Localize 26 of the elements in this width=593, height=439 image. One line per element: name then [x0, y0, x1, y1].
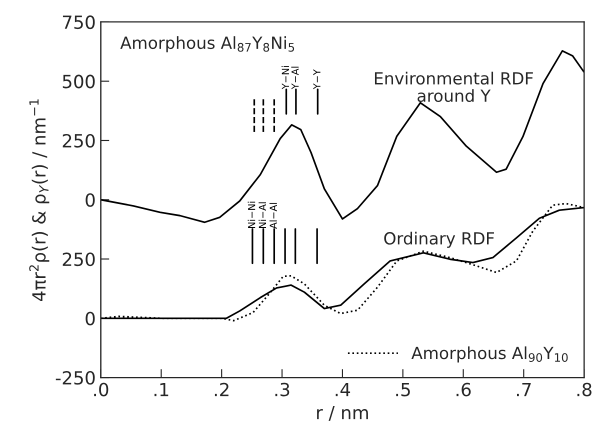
text: Y−Ni — [282, 66, 289, 90]
x-tick-label: .4 — [336, 382, 350, 396]
annotation: Amorphous Al$_{87}$Y$_{8}$Ni$_{5}$ — [120, 36, 294, 52]
x-tick-label: .1 — [154, 382, 168, 396]
x-tick-label: .8 — [577, 382, 592, 396]
x-tick-label: .0 — [94, 382, 108, 396]
x-tick-label: .2 — [214, 382, 228, 396]
legend-label: Amorphous Al$_{90}$Y$_{10}$ — [411, 346, 568, 363]
x-tick-label: .6 — [456, 382, 471, 396]
text: Y−Y — [313, 69, 320, 90]
x-tick-label: .7 — [517, 382, 531, 396]
annotation: Environmental RDF around Y — [374, 72, 533, 102]
x-tick-label: .5 — [396, 382, 410, 396]
x-tick-label: .3 — [275, 382, 290, 396]
x-axis-title: r / nm — [317, 406, 368, 421]
y2-tick-label: 750 — [62, 15, 95, 30]
y-axis-title: 4πr$^{2}$ρ(r) & ρ$_{Y}$(r) / nm$^{−1}$ — [29, 99, 50, 302]
y-tick-label: 250 — [62, 252, 95, 266]
y-tick-label: 0 — [86, 312, 95, 326]
y2-tick-label: 500 — [62, 74, 95, 88]
text: Ni−Al — [258, 202, 266, 228]
y-tick-label: -250 — [56, 371, 95, 385]
text: Al−Al — [269, 202, 277, 229]
text: Y−Al — [291, 66, 299, 90]
annotation: Ordinary RDF — [384, 232, 494, 248]
text: Ni−Ni — [248, 202, 256, 228]
